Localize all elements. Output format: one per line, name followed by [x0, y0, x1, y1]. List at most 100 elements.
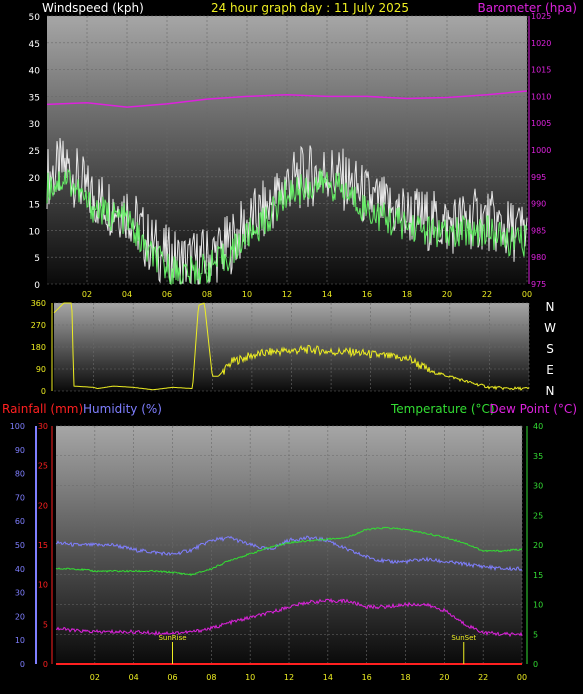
- barometer-axis-ticks: 975 980 985 990 995 1000 1005 1010 1015 1020 1025: [528, 12, 551, 289]
- barometer-tick-label: 1025: [531, 12, 551, 21]
- humidity-tick-label: 40: [15, 565, 25, 574]
- hour-tick-label: 12: [284, 673, 294, 682]
- windspeed-tick-label: 30: [29, 120, 41, 130]
- windspeed-tick-label: 35: [29, 93, 40, 103]
- rainfall-axis-ticks: 0 5 10 15 20 25 30: [38, 422, 53, 669]
- hour-tick-label: 02: [90, 673, 100, 682]
- humidity-tick-label: 60: [15, 517, 25, 526]
- dewpoint-series-line: [55, 597, 523, 638]
- temperature-tick-label: 10: [533, 601, 543, 610]
- windspeed-tick-label: 15: [29, 201, 40, 211]
- windspeed-tick-label: 25: [29, 147, 40, 157]
- hour-tick-label: 16: [362, 673, 372, 682]
- hour-tick-label: 02: [82, 290, 92, 299]
- wind-panel-series: [46, 90, 528, 286]
- temp-panel-series: [55, 526, 523, 665]
- direction-tick-label: 270: [31, 321, 46, 330]
- humidity-tick-label: 30: [15, 589, 25, 598]
- hour-tick-label: 10: [242, 290, 252, 299]
- windspeed-tick-label: 45: [29, 40, 40, 50]
- temperature-tick-label: 0: [533, 660, 538, 669]
- windspeed-title: Windspeed (kph): [42, 1, 144, 15]
- direction-tick-label: 180: [31, 343, 46, 352]
- compass-label: S: [546, 342, 554, 356]
- rainfall-tick-label: 0: [43, 660, 48, 669]
- barometer-tick-label: 1010: [531, 92, 551, 101]
- humidity-tick-label: 50: [15, 541, 25, 550]
- hour-tick-label: 20: [442, 290, 452, 299]
- wind-panel-grid: [47, 15, 528, 285]
- hour-tick-label: 18: [402, 290, 412, 299]
- barometer-tick-label: 990: [531, 200, 546, 209]
- hour-tick-label: 00: [517, 673, 527, 682]
- compass-label: N: [546, 384, 555, 398]
- direction-axis-ticks: 0 90 180 270 360: [31, 299, 53, 396]
- hour-tick-label: 10: [245, 673, 255, 682]
- hour-tick-label: 22: [478, 673, 488, 682]
- hour-tick-label: 14: [323, 673, 333, 682]
- hour-tick-label: 06: [167, 673, 177, 682]
- hour-tick-label: 16: [362, 290, 372, 299]
- rainfall-tick-label: 5: [43, 620, 48, 629]
- hour-tick-label: 14: [322, 290, 332, 299]
- humidity-series-line: [55, 535, 523, 572]
- humidity-tick-label: 70: [15, 493, 25, 502]
- hour-tick-label: 06: [162, 290, 172, 299]
- temperature-tick-label: 40: [533, 422, 543, 431]
- hour-tick-label: 08: [202, 290, 212, 299]
- temp-panel-hour-ticks: 02 04 06 08 10 12 14 16 18 20 22 00: [90, 673, 527, 682]
- sunrise-label: SunRise: [158, 634, 186, 642]
- windspeed-tick-label: 40: [29, 67, 41, 77]
- humidity-tick-label: 0: [20, 660, 25, 669]
- humidity-tick-label: 10: [15, 636, 25, 645]
- direction-panel-series: [53, 302, 530, 391]
- hour-tick-label: 08: [206, 673, 216, 682]
- sunset-label: SunSet: [451, 634, 476, 642]
- hour-tick-label: 20: [439, 673, 449, 682]
- barometer-tick-label: 995: [531, 173, 546, 182]
- hour-tick-label: 00: [522, 290, 532, 299]
- windspeed-tick-label: 5: [34, 254, 40, 264]
- hour-tick-label: 12: [282, 290, 292, 299]
- compass-label: E: [546, 363, 554, 377]
- temperature-tick-label: 35: [533, 452, 543, 461]
- temperature-axis-ticks: 0 5 10 15 20 25 30 35 40: [526, 422, 543, 669]
- compass-label: N: [546, 300, 555, 314]
- wind-direction-series-line: [53, 302, 530, 391]
- barometer-tick-label: 1000: [531, 146, 551, 155]
- direction-tick-label: 360: [31, 299, 46, 308]
- hour-tick-label: 18: [400, 673, 410, 682]
- temperature-tick-label: 5: [533, 630, 538, 639]
- humidity-axis-ticks: 0 10 20 30 40 50 60 70 80 90 100: [10, 422, 25, 669]
- humidity-tick-label: 80: [15, 470, 25, 479]
- humidity-tick-label: 20: [15, 612, 25, 621]
- graph-date-title: 24 hour graph day : 11 July 2025: [211, 1, 409, 15]
- barometer-tick-label: 1020: [531, 39, 551, 48]
- barometer-tick-label: 980: [531, 253, 546, 262]
- windspeed-tick-label: 20: [29, 174, 41, 184]
- dewpoint-title: Dew Point (°C): [489, 402, 577, 416]
- rainfall-tick-label: 15: [38, 541, 48, 550]
- barometer-tick-label: 1005: [531, 119, 551, 128]
- windspeed-tick-label: 10: [29, 227, 41, 237]
- rainfall-tick-label: 10: [38, 581, 48, 590]
- temperature-title: Temperature (°C): [390, 402, 495, 416]
- barometer-tick-label: 975: [531, 280, 546, 289]
- windspeed-axis-ticks: 0 5 10 15 20 25 30 35 40 45 50: [29, 13, 41, 291]
- hour-tick-label: 04: [129, 673, 139, 682]
- barometer-title: Barometer (hpa): [478, 1, 577, 15]
- hour-tick-label: 04: [122, 290, 132, 299]
- humidity-tick-label: 90: [15, 446, 25, 455]
- compass-label: W: [544, 321, 556, 335]
- temp-humidity-panel: 0 10 20 30 40 50 60 70 80 90 100 0 5 10 15 20 25 30 0 5 10…: [10, 422, 543, 682]
- rainfall-tick-label: 20: [38, 501, 48, 510]
- windspeed-series-line: [46, 137, 528, 285]
- sun-events: SunRise SunSet: [158, 634, 476, 664]
- rainfall-tick-label: 25: [38, 462, 48, 471]
- rainfall-tick-label: 30: [38, 422, 48, 431]
- direction-tick-label: 0: [41, 387, 46, 396]
